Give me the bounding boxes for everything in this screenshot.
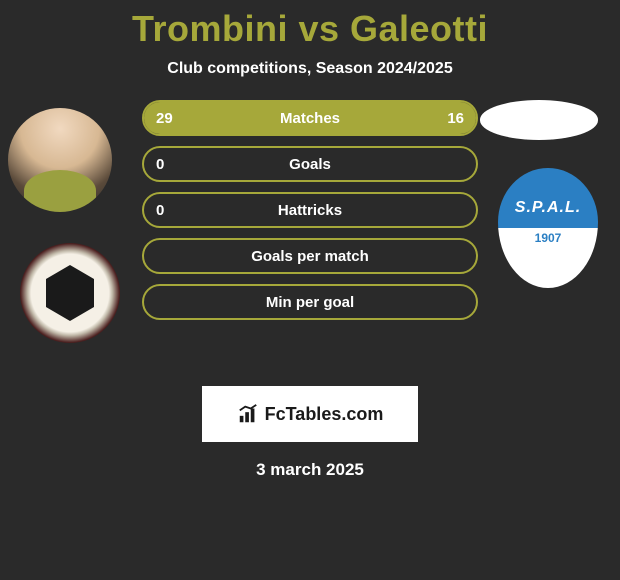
stat-row: Min per goal [142,284,478,320]
club-left-crest [20,243,120,343]
stat-row: Goals per match [142,238,478,274]
footer-date: 3 march 2025 [0,460,620,480]
comparison-card: Trombini vs Galeotti Club competitions, … [0,0,620,480]
stat-label: Matches [280,110,340,127]
stat-value-left: 29 [156,110,173,127]
stat-label: Min per goal [266,294,354,311]
stat-row: 0 Goals [142,146,478,182]
club-right-crest: S.P.A.L. 1907 [498,168,598,288]
player-left-avatar [8,108,112,212]
brand-logo: FcTables.com [202,386,418,442]
club-right-crest-year: 1907 [535,231,562,245]
stat-value-right: 16 [447,110,464,127]
stat-label: Goals per match [251,248,369,265]
stat-label: Goals [289,156,331,173]
brand-logo-text: FcTables.com [265,404,384,425]
stat-value-left: 0 [156,202,164,219]
subtitle: Club competitions, Season 2024/2025 [0,60,620,78]
chart-icon [237,403,259,425]
stat-row: 0 Hattricks [142,192,478,228]
comparison-body: S.P.A.L. 1907 29 16 Matches 0 Goals 0 Hattrick… [0,108,620,368]
stat-rows: 29 16 Matches 0 Goals 0 Hattricks Goals per mat… [142,100,478,330]
stat-label: Hattricks [278,202,342,219]
player-right-avatar [480,100,598,140]
club-left-crest-inner [46,265,94,321]
page-title: Trombini vs Galeotti [0,8,620,50]
stat-row: 29 16 Matches [142,100,478,136]
club-right-crest-text: S.P.A.L. [515,199,581,217]
stat-value-left: 0 [156,156,164,173]
